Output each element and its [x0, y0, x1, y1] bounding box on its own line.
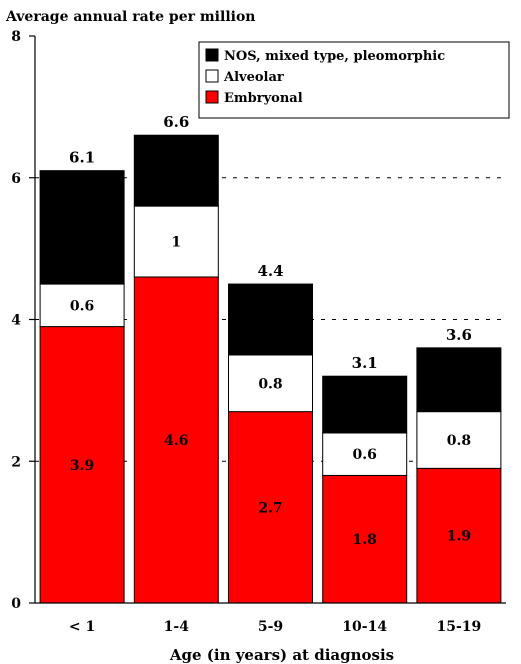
chart-title: Average annual rate per million — [5, 9, 255, 25]
bar-segment — [133, 276, 219, 604]
total-label: 6.1 — [69, 149, 95, 167]
segment-label: 1 — [171, 164, 181, 180]
x-tick-label: < 1 — [69, 619, 95, 635]
segment-label: 0.8 — [447, 433, 471, 449]
y-tick-label: 6 — [11, 171, 21, 187]
segment-label: 1 — [171, 235, 181, 251]
bar-segment — [322, 474, 408, 604]
y-tick-label: 0 — [11, 596, 21, 612]
segment-label: 1.6 — [70, 220, 94, 236]
x-tick-label: 1-4 — [164, 619, 190, 635]
bar-segment — [39, 283, 125, 328]
x-axis-label: Age (in years) at diagnosis — [169, 646, 394, 664]
bar-segment — [228, 354, 313, 413]
legend-label: Alveolar — [223, 70, 284, 85]
segment-label: 4.6 — [164, 433, 188, 449]
segment-label: 0.8 — [353, 398, 377, 414]
y-tick-label: 2 — [11, 454, 21, 470]
bar-segment — [322, 375, 408, 434]
legend-swatch — [205, 69, 219, 83]
x-tick-label: 15-19 — [437, 619, 482, 635]
legend-swatch — [205, 90, 219, 104]
x-tick-label: 10-14 — [342, 619, 387, 635]
legend-box — [198, 41, 510, 119]
bar-segment — [133, 134, 219, 207]
total-label: 6.6 — [163, 113, 189, 131]
segment-label: 0.9 — [447, 373, 471, 389]
bars: 3.9 0.6 1.6 6.1 4.6 1 1 6.6 2.7 0.8 1 4.4 1.8 0.6 0.8 3… — [39, 113, 502, 604]
legend-swatch — [205, 48, 219, 62]
segment-label: 3.9 — [70, 458, 94, 474]
x-tick-label: 5-9 — [258, 619, 283, 635]
legend: NOS, mixed type, pleomorphic Alveolar Embr… — [198, 41, 510, 119]
segment-label: 1.9 — [447, 529, 471, 545]
y-tick-label: 8 — [11, 29, 21, 45]
bar-segment — [228, 411, 313, 604]
total-label: 3.6 — [446, 326, 472, 344]
bar-segment — [416, 347, 502, 413]
segment-label: 0.6 — [353, 447, 377, 463]
bar-segment — [416, 411, 502, 469]
bar-segment — [416, 467, 502, 604]
y-tick-label: 4 — [11, 313, 21, 329]
segment-label: 0.8 — [258, 376, 282, 392]
axes: < 1 1-4 5-9 10-14 15-19 0 2 4 6 8 — [11, 29, 506, 635]
total-label: 3.1 — [352, 354, 378, 372]
bar-segment — [322, 432, 408, 476]
bar-segment — [39, 170, 125, 285]
bar-segment — [228, 283, 313, 356]
segment-label: 1.8 — [353, 532, 377, 548]
bar-segment — [133, 205, 219, 278]
legend-label: Embryonal — [224, 91, 303, 106]
segment-label: 0.6 — [70, 298, 94, 314]
segment-label: 1 — [266, 313, 276, 329]
legend-label: NOS, mixed type, pleomorphic — [224, 49, 445, 64]
segment-label: 2.7 — [258, 500, 282, 516]
total-label: 4.4 — [257, 262, 283, 280]
